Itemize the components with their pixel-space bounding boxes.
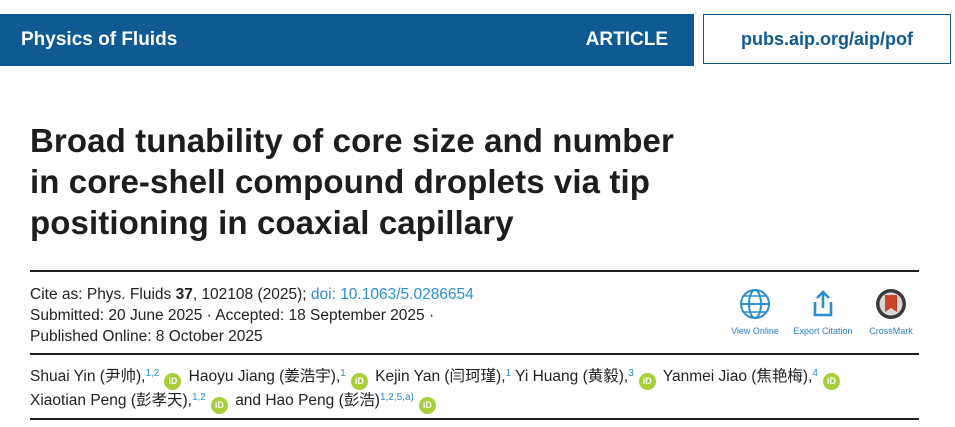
author-affiliation[interactable]: 1,2 (191, 392, 206, 403)
submitted-line: Submitted: 20 June 2025 · Accepted: 18 S… (30, 307, 435, 324)
orcid-icon[interactable]: iD (822, 373, 840, 390)
view-online-button[interactable]: View Online (720, 287, 790, 336)
author-affiliation[interactable]: 1 (505, 368, 512, 379)
journal-url-link[interactable]: pubs.aip.org/aip/pof (741, 28, 913, 49)
author-name: Yi Huang (黄毅), (515, 368, 629, 385)
author-affiliation[interactable]: 1,2,5,a) (379, 392, 414, 403)
article-actions: View Online Export Citation CrossMark (720, 287, 932, 337)
orcid-icon[interactable]: iD (164, 373, 182, 390)
article-type-label: ARTICLE (585, 29, 668, 50)
author-affiliation[interactable]: 1 (340, 368, 346, 379)
orcid-icon[interactable]: iD (210, 397, 228, 414)
export-citation-label: Export Citation (793, 326, 853, 336)
author-name: Haoyu Jiang (姜浩宇), (188, 368, 341, 385)
orcid-icon[interactable]: iD (350, 373, 368, 390)
crossmark-label: CrossMark (869, 326, 913, 336)
crossmark-icon (876, 289, 906, 319)
journal-name[interactable]: Physics of Fluids (21, 29, 178, 50)
author-affiliation[interactable]: 3 (628, 368, 634, 379)
author-name: and Hao Peng (彭浩) (235, 392, 380, 409)
title-line: Broad tunability of core size and number (30, 122, 674, 159)
bottom-divider (30, 418, 919, 420)
export-citation-button[interactable]: Export Citation (788, 287, 858, 336)
cite-as-line: Cite as: Phys. Fluids 37, 102108 (2025);… (30, 284, 474, 305)
orcid-icon[interactable]: iD (638, 373, 656, 390)
author-affiliation[interactable]: 4 (812, 368, 818, 379)
title-line: positioning in coaxial capillary (30, 204, 514, 241)
journal-header-bar: Physics of Fluids ARTICLE (0, 14, 694, 66)
cite-rest: , 102108 (2025); (192, 286, 311, 303)
published-line: Published Online: 8 October 2025 (30, 328, 263, 345)
view-online-label: View Online (731, 326, 779, 336)
author-name: Yanmei Jiao (焦艳梅), (662, 368, 813, 385)
journal-url-box[interactable]: pubs.aip.org/aip/pof (703, 14, 951, 64)
author-name: Xiaotian Peng (彭孝天), (30, 392, 192, 409)
crossmark-button[interactable]: CrossMark (856, 287, 926, 336)
author-name: Kejin Yan (闫珂瑾), (375, 368, 506, 385)
author-name: Shuai Yin (尹帅), (30, 368, 146, 385)
globe-icon (740, 289, 770, 319)
export-icon (813, 290, 833, 317)
title-line: in core-shell compound droplets via tip (30, 163, 650, 200)
article-title: Broad tunability of core size and number… (30, 120, 770, 243)
top-divider (30, 270, 919, 272)
citation-block: Cite as: Phys. Fluids 37, 102108 (2025);… (30, 284, 474, 347)
cite-prefix: Cite as: Phys. Fluids (30, 286, 176, 303)
orcid-icon[interactable]: iD (418, 397, 436, 414)
author-affiliation[interactable]: 1,2 (145, 368, 160, 379)
author-list: Shuai Yin (尹帅),1,2iD Haoyu Jiang (姜浩宇),1… (30, 366, 930, 414)
doi-link[interactable]: doi: 10.1063/5.0286654 (310, 286, 474, 303)
cite-volume: 37 (175, 286, 193, 303)
middle-divider (30, 353, 919, 355)
